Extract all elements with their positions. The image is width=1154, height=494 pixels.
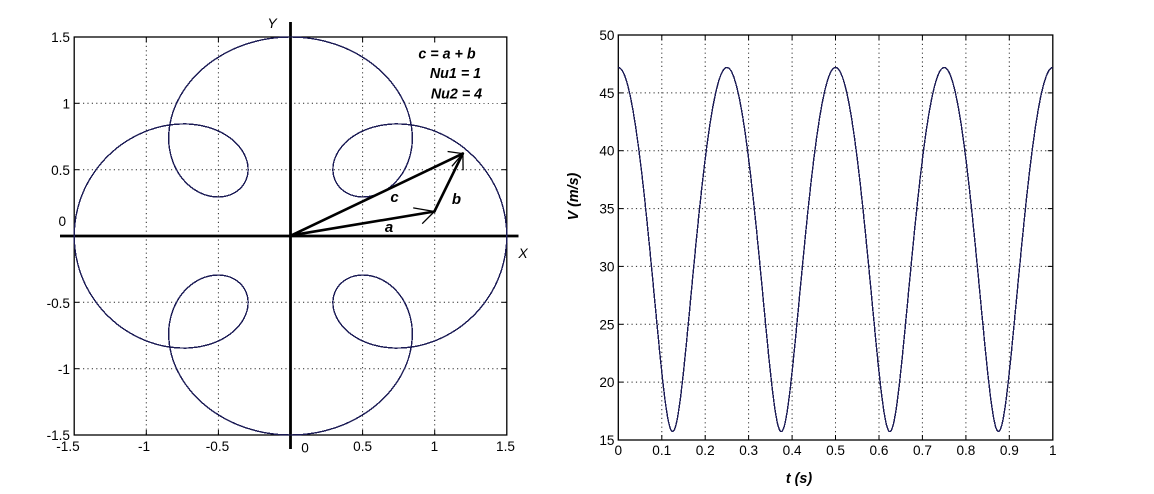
svg-text:15: 15 (599, 433, 614, 448)
svg-text:V (m/s): V (m/s) (566, 172, 582, 220)
svg-text:0.4: 0.4 (783, 443, 802, 458)
svg-text:X: X (517, 245, 528, 261)
svg-text:1.5: 1.5 (496, 439, 515, 454)
svg-text:0.5: 0.5 (353, 439, 372, 454)
svg-text:b: b (452, 191, 461, 208)
svg-text:0.5: 0.5 (826, 443, 845, 458)
svg-text:20: 20 (599, 375, 615, 390)
svg-text:1.5: 1.5 (51, 30, 70, 45)
svg-text:-0.5: -0.5 (47, 296, 70, 311)
svg-text:1: 1 (431, 439, 439, 454)
svg-text:-0.5: -0.5 (206, 439, 229, 454)
svg-text:0.7: 0.7 (913, 443, 932, 458)
svg-text:0.5: 0.5 (51, 163, 70, 178)
svg-text:0: 0 (615, 443, 623, 458)
svg-text:45: 45 (599, 86, 614, 101)
svg-text:50: 50 (599, 28, 615, 43)
svg-text:40: 40 (599, 144, 615, 159)
svg-text:0.2: 0.2 (696, 443, 715, 458)
svg-text:0.3: 0.3 (739, 443, 758, 458)
svg-text:a: a (385, 219, 393, 236)
svg-text:30: 30 (599, 259, 615, 274)
svg-text:0.8: 0.8 (956, 443, 975, 458)
svg-text:Nu1 = 1: Nu1 = 1 (430, 66, 481, 82)
svg-text:0: 0 (301, 441, 309, 456)
svg-text:-1: -1 (138, 439, 150, 454)
svg-text:Nu2 = 4: Nu2 = 4 (431, 87, 482, 103)
svg-text:t (s): t (s) (786, 471, 812, 487)
svg-text:0.6: 0.6 (870, 443, 889, 458)
svg-text:0.9: 0.9 (1000, 443, 1019, 458)
svg-text:25: 25 (599, 317, 614, 332)
svg-text:1: 1 (1049, 443, 1057, 458)
svg-text:0.1: 0.1 (652, 443, 671, 458)
svg-text:1: 1 (62, 97, 70, 112)
svg-text:c = a + b: c = a + b (418, 47, 475, 63)
svg-text:c: c (390, 189, 399, 206)
svg-text:35: 35 (599, 202, 614, 217)
svg-text:-1: -1 (58, 362, 70, 377)
svg-text:-1.5: -1.5 (47, 428, 70, 443)
svg-text:0: 0 (58, 214, 66, 229)
